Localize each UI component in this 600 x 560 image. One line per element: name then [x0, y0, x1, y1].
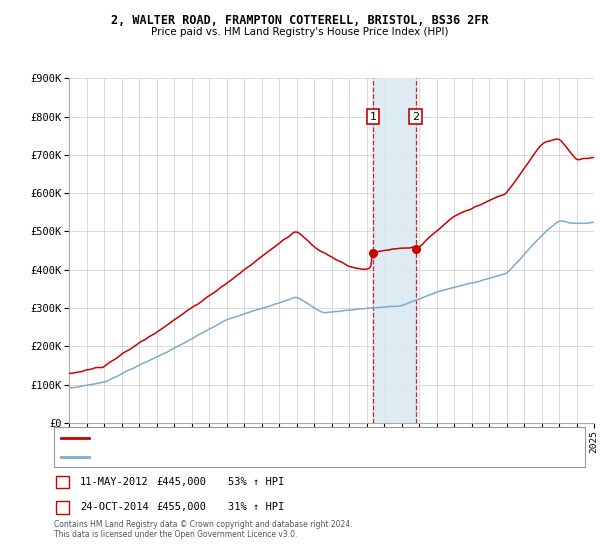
Text: 1: 1 [59, 477, 66, 487]
Text: 2, WALTER ROAD, FRAMPTON COTTERELL, BRISTOL, BS36 2FR: 2, WALTER ROAD, FRAMPTON COTTERELL, BRIS… [111, 14, 489, 27]
Bar [373, 78, 416, 423]
Text: £455,000: £455,000 [156, 502, 206, 512]
Text: 24-OCT-2014: 24-OCT-2014 [80, 502, 149, 512]
Text: HPI: Average price, detached house, South Gloucestershire: HPI: Average price, detached house, Sout… [94, 452, 361, 461]
Text: 2, WALTER ROAD, FRAMPTON COTTERELL, BRISTOL, BS36 2FR (detached house): 2, WALTER ROAD, FRAMPTON COTTERELL, BRIS… [94, 433, 454, 442]
Text: 2: 2 [59, 502, 66, 512]
Text: 11-MAY-2012: 11-MAY-2012 [80, 477, 149, 487]
Text: 53% ↑ HPI: 53% ↑ HPI [228, 477, 284, 487]
Text: 31% ↑ HPI: 31% ↑ HPI [228, 502, 284, 512]
Text: Contains HM Land Registry data © Crown copyright and database right 2024.: Contains HM Land Registry data © Crown c… [54, 520, 353, 529]
Text: 2: 2 [412, 111, 419, 122]
Text: 1: 1 [370, 111, 376, 122]
Text: This data is licensed under the Open Government Licence v3.0.: This data is licensed under the Open Gov… [54, 530, 298, 539]
Text: Price paid vs. HM Land Registry's House Price Index (HPI): Price paid vs. HM Land Registry's House … [151, 27, 449, 37]
Text: £445,000: £445,000 [156, 477, 206, 487]
